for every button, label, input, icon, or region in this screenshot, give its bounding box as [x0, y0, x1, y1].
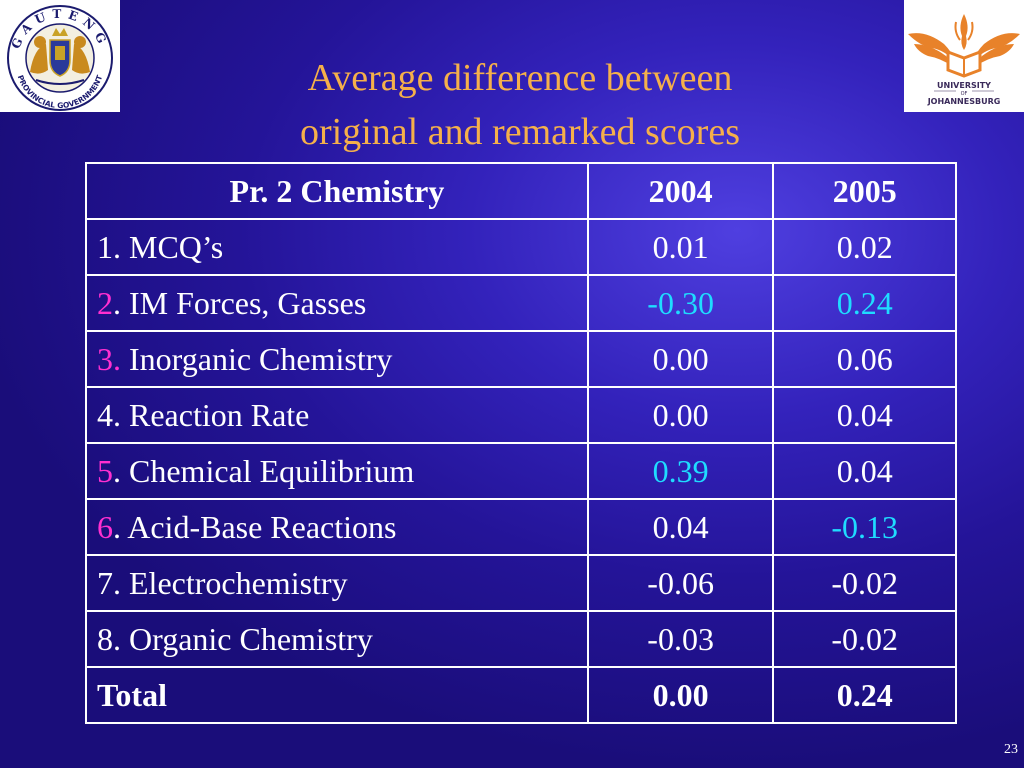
- header-2005: 2005: [772, 162, 957, 220]
- cell-2005: -0.13: [772, 498, 957, 556]
- total-2004: 0.00: [586, 666, 775, 724]
- cell-2005: 0.06: [772, 330, 957, 388]
- cell-2004: 0.01: [586, 218, 775, 276]
- row-topic: . Chemical Equilibrium: [113, 452, 415, 489]
- cell-2005: 0.24: [772, 274, 957, 332]
- gauteng-logo: GAUTENG PROVINCIAL GOVERNMENT: [0, 0, 120, 112]
- row-label: 3. Inorganic Chemistry: [85, 330, 589, 388]
- row-number: 3.: [97, 340, 121, 377]
- svg-text:JOHANNESBURG: JOHANNESBURG: [927, 97, 1001, 106]
- uj-emblem-icon: UNIVERSITY OF JOHANNESBURG: [908, 14, 1020, 106]
- svg-text:OF: OF: [961, 91, 968, 97]
- row-topic: . Acid-Base Reactions: [113, 508, 397, 545]
- row-number: 1: [97, 228, 113, 265]
- cell-2005: 0.04: [772, 386, 957, 444]
- row-number: 6: [97, 508, 113, 545]
- cell-2004: 0.04: [586, 498, 775, 556]
- header-subject: Pr. 2 Chemistry: [85, 162, 589, 220]
- row-topic: . Electrochemistry: [113, 564, 348, 601]
- header-2004: 2004: [586, 162, 775, 220]
- total-label: Total: [85, 666, 589, 724]
- slide-title-line-1: Average difference between: [307, 57, 733, 99]
- page-number: 23: [1004, 742, 1018, 757]
- cell-2004: -0.06: [586, 554, 775, 612]
- table-row: 1. MCQ’s 0.01 0.02: [85, 218, 957, 276]
- row-label: 2. IM Forces, Gasses: [85, 274, 589, 332]
- row-number: 7: [97, 564, 113, 601]
- university-of-johannesburg-logo: UNIVERSITY OF JOHANNESBURG: [904, 0, 1024, 112]
- row-topic: . IM Forces, Gasses: [113, 284, 367, 321]
- cell-2005: 0.02: [772, 218, 957, 276]
- table-total-row: Total 0.00 0.24: [85, 666, 957, 724]
- table-row: 7. Electrochemistry -0.06 -0.02: [85, 554, 957, 612]
- cell-2004: 0.00: [586, 386, 775, 444]
- cell-2004: -0.30: [586, 274, 775, 332]
- table-row: 2. IM Forces, Gasses -0.30 0.24: [85, 274, 957, 332]
- cell-2005: 0.04: [772, 442, 957, 500]
- svg-text:UNIVERSITY: UNIVERSITY: [937, 81, 991, 90]
- row-label: 8. Organic Chemistry: [85, 610, 589, 668]
- row-number: 4: [97, 396, 113, 433]
- row-number: 2: [97, 284, 113, 321]
- table-row: 6. Acid-Base Reactions 0.04 -0.13: [85, 498, 957, 556]
- row-number: 8: [97, 620, 113, 657]
- row-topic: . Organic Chemistry: [113, 620, 373, 657]
- table-header-row: Pr. 2 Chemistry 2004 2005: [85, 162, 957, 220]
- row-label: 4. Reaction Rate: [85, 386, 589, 444]
- row-topic: . MCQ’s: [113, 228, 224, 265]
- row-label: 1. MCQ’s: [85, 218, 589, 276]
- table-row: 8. Organic Chemistry -0.03 -0.02: [85, 610, 957, 668]
- row-label: 5. Chemical Equilibrium: [85, 442, 589, 500]
- gauteng-seal-icon: GAUTENG PROVINCIAL GOVERNMENT: [7, 5, 113, 111]
- table-row: 3. Inorganic Chemistry 0.00 0.06: [85, 330, 957, 388]
- row-topic: . Reaction Rate: [113, 396, 310, 433]
- cell-2005: -0.02: [772, 610, 957, 668]
- cell-2005: -0.02: [772, 554, 957, 612]
- row-number: 5: [97, 452, 113, 489]
- row-topic: Inorganic Chemistry: [121, 340, 393, 377]
- table-row: 5. Chemical Equilibrium 0.39 0.04: [85, 442, 957, 500]
- row-label: 7. Electrochemistry: [85, 554, 589, 612]
- total-2005: 0.24: [772, 666, 957, 724]
- slide-title-line-2: original and remarked scores: [300, 111, 740, 153]
- row-label: 6. Acid-Base Reactions: [85, 498, 589, 556]
- cell-2004: 0.39: [586, 442, 775, 500]
- cell-2004: -0.03: [586, 610, 775, 668]
- score-difference-table: Pr. 2 Chemistry 2004 2005 1. MCQ’s 0.01 …: [85, 162, 957, 724]
- cell-2004: 0.00: [586, 330, 775, 388]
- table-row: 4. Reaction Rate 0.00 0.04: [85, 386, 957, 444]
